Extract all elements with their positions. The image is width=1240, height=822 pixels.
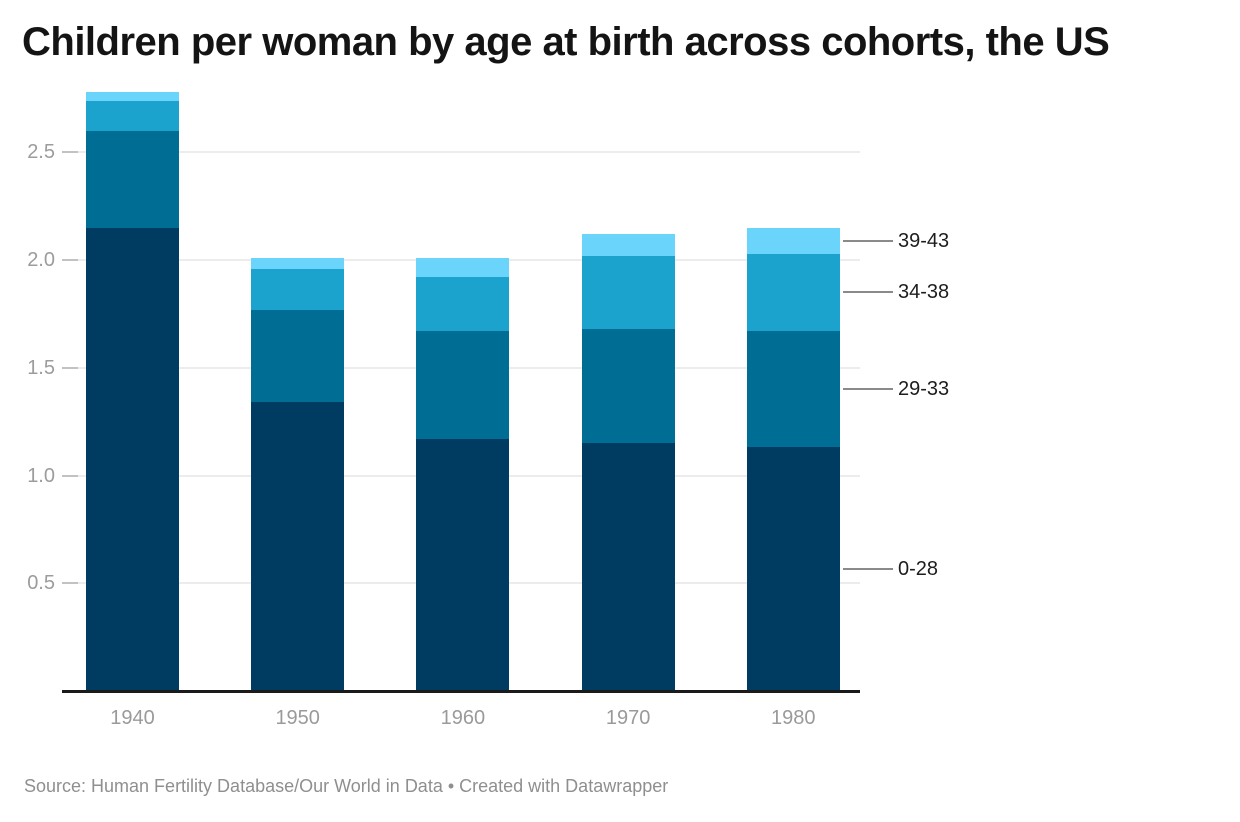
bar-segment-1940-39-43[interactable] [86,91,179,101]
bar-segment-1940-34-38[interactable] [86,100,179,131]
bar-segment-1940-29-33[interactable] [86,130,179,228]
y-tick-label: 2.0 [27,249,55,271]
y-axis-tick [62,366,78,369]
y-tick-label: 2.5 [27,141,55,164]
x-axis-line [62,690,860,693]
bar-segment-1960-29-33[interactable] [416,331,510,439]
bar-segment-1950-34-38[interactable] [251,268,345,310]
x-tick-label-1980: 1980 [771,707,816,729]
bar-segment-1960-0-28[interactable] [416,438,510,691]
y-tick-label: 1.0 [27,464,55,487]
legend-label-34-38: 34-38 [898,281,950,304]
legend-leader-line-29-33 [843,388,893,391]
bar-segment-1980-34-38[interactable] [746,253,840,332]
legend-leader-line-34-38 [843,291,893,294]
y-gridline [62,151,860,154]
y-axis-tick [62,259,78,261]
bar-segment-1970-34-38[interactable] [581,255,675,329]
x-tick-label-1960: 1960 [440,707,486,729]
y-axis-tick [62,151,78,154]
x-tick-label-1940: 1940 [110,707,155,729]
bar-segment-1980-29-33[interactable] [746,331,840,448]
y-tick-label: 0.5 [27,572,55,595]
bar-segment-1960-39-43[interactable] [416,257,510,278]
bar-segment-1970-39-43[interactable] [581,234,675,256]
bar-segment-1980-0-28[interactable] [746,447,840,691]
y-axis-tick [62,582,78,585]
bar-segment-1950-39-43[interactable] [251,257,345,269]
chart-title: Children per woman by age at birth acros… [22,20,1110,64]
bar-segment-1960-34-38[interactable] [416,277,510,332]
x-tick-label-1950: 1950 [275,707,320,729]
legend-label-39-43: 39-43 [898,229,950,252]
legend-label-29-33: 29-33 [898,378,950,401]
bar-segment-1970-29-33[interactable] [581,328,675,444]
y-axis-tick [62,474,78,477]
bar-segment-1950-29-33[interactable] [251,309,345,403]
bar-segment-1940-0-28[interactable] [86,227,179,691]
source-attribution: Source: Human Fertility Database/Our Wor… [24,776,669,796]
bar-segment-1980-39-43[interactable] [746,227,840,254]
legend-leader-line-0-28 [843,568,893,571]
bar-segment-1970-0-28[interactable] [581,443,675,691]
bar-segment-1950-0-28[interactable] [251,402,345,691]
legend-label-0-28: 0-28 [898,558,939,581]
x-tick-label-1970: 1970 [605,707,651,729]
y-tick-label: 1.5 [27,356,55,379]
legend-leader-line-39-43 [843,239,893,242]
